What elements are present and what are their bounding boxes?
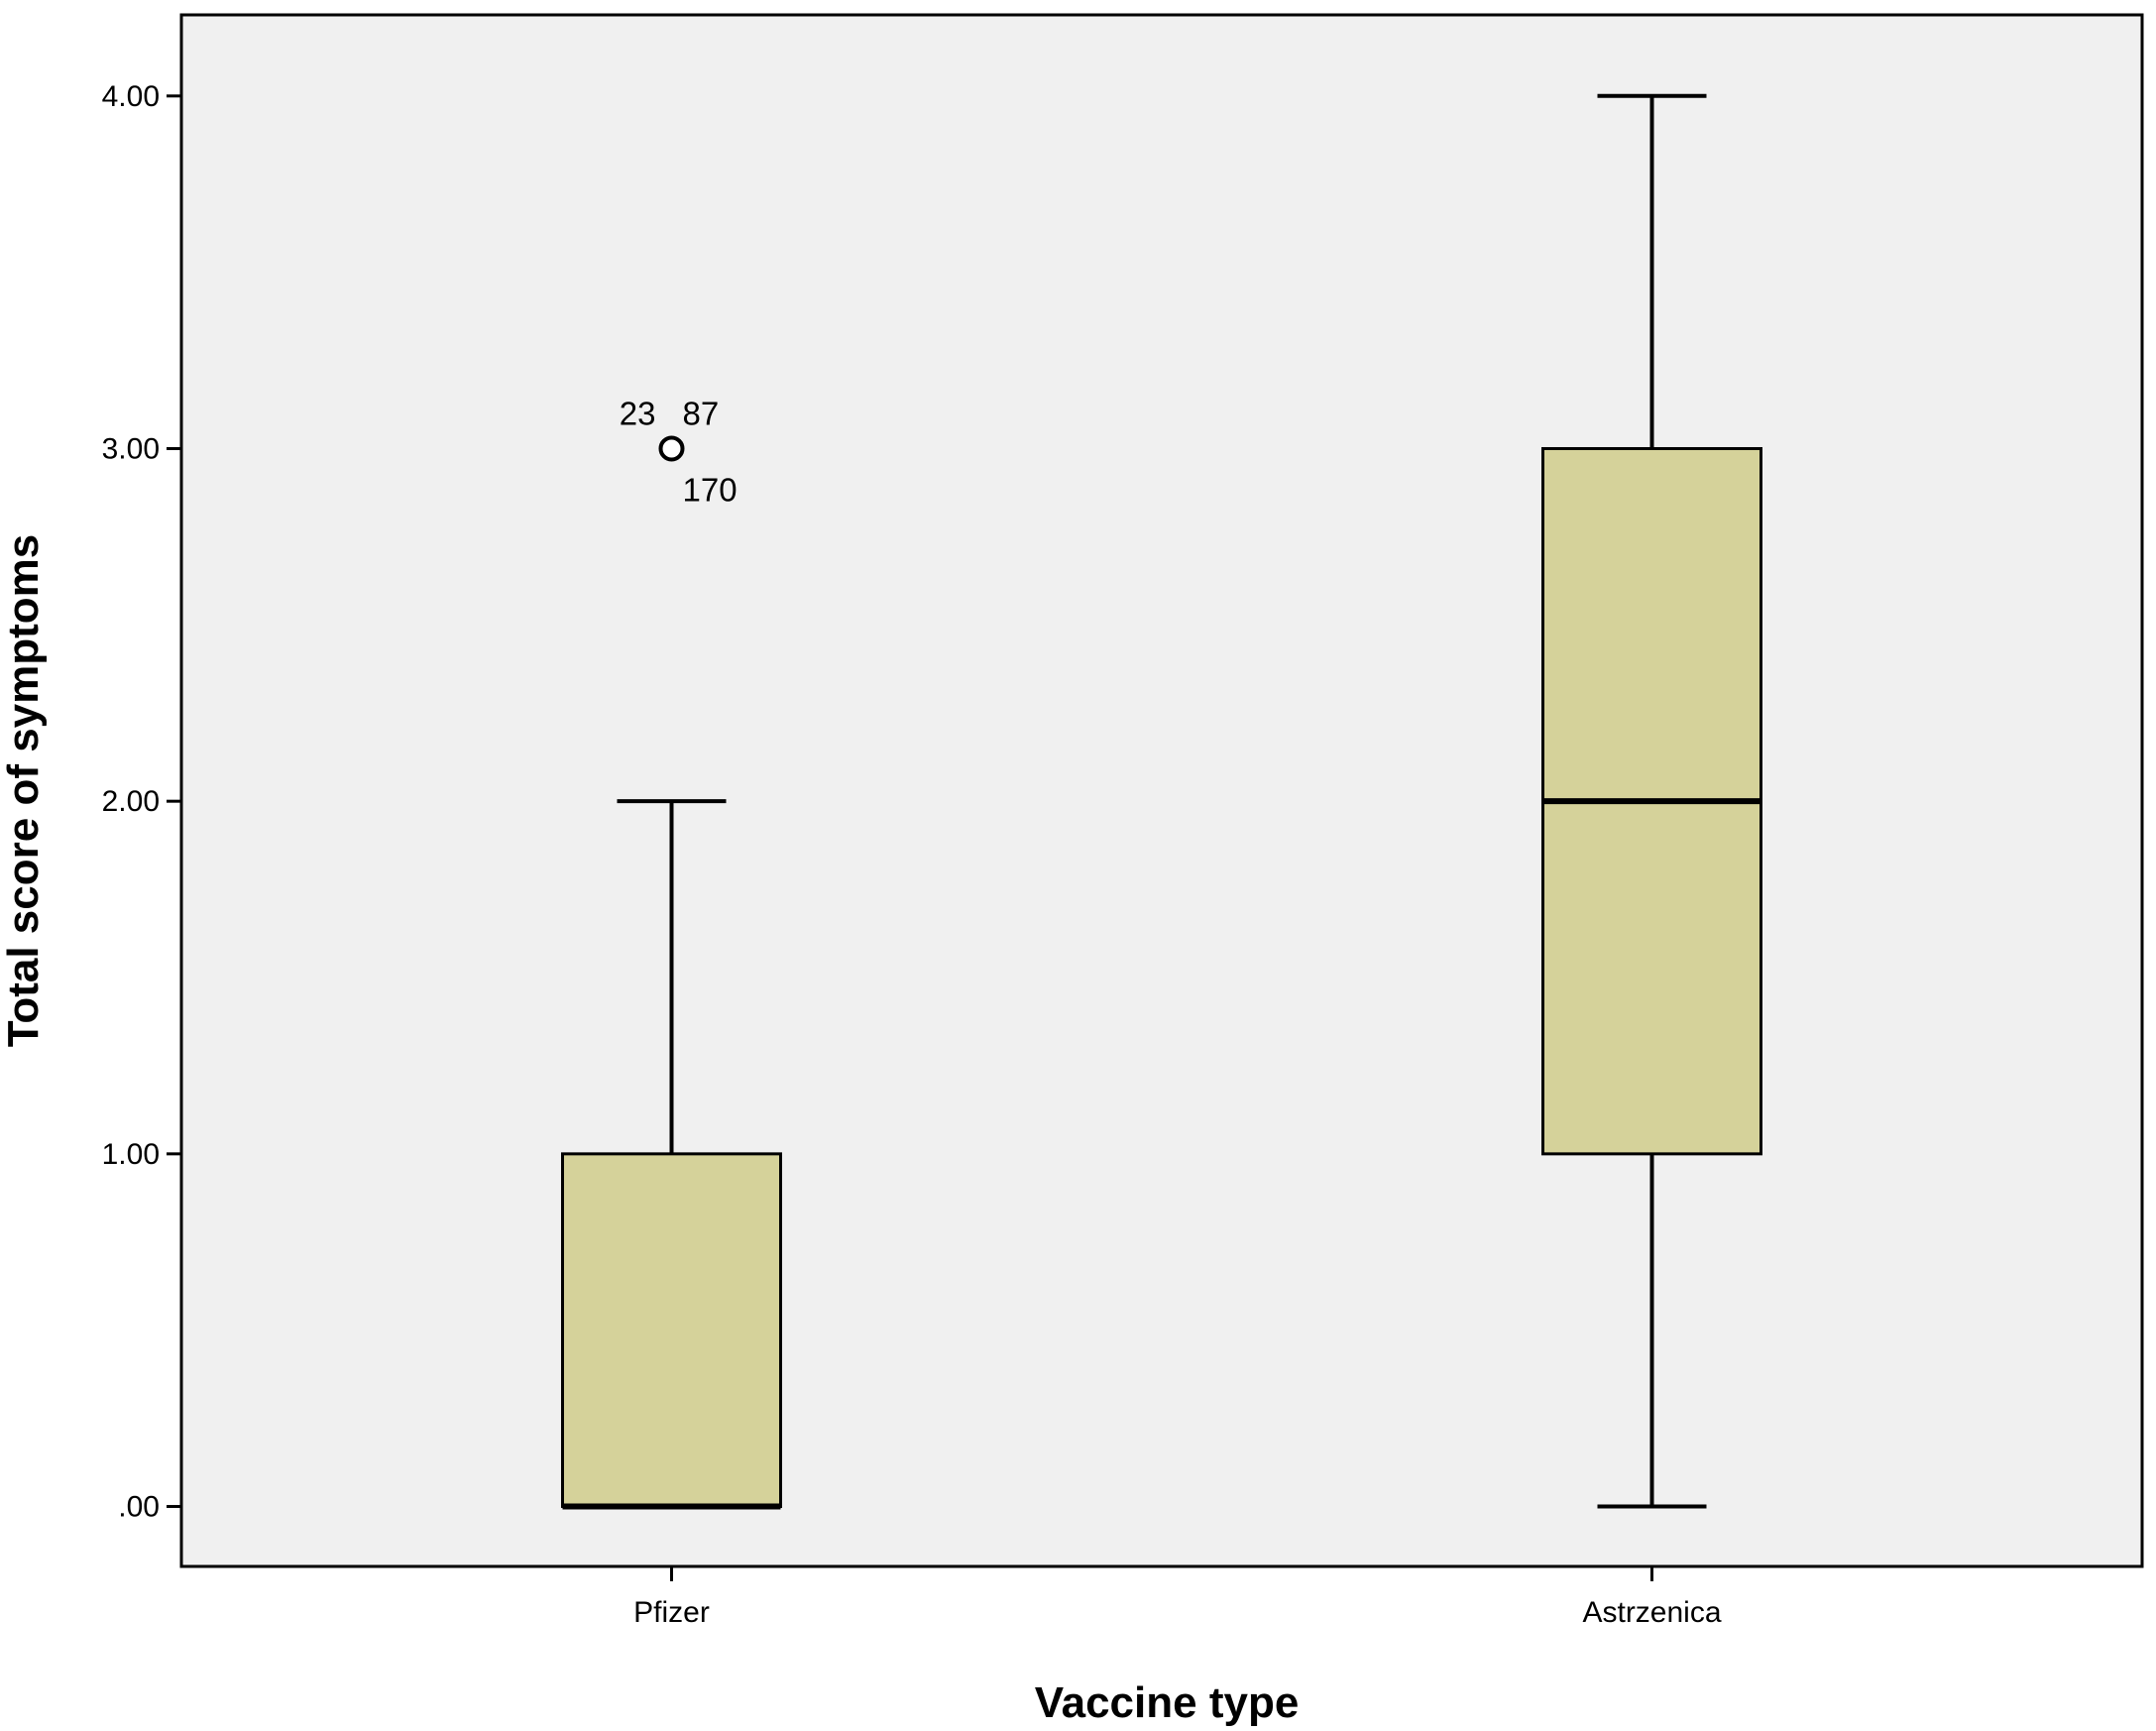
outlier-label: 170 [683, 471, 738, 508]
outlier-label: 87 [683, 395, 720, 431]
y-tick-label: 4.00 [102, 80, 160, 113]
x-tick-label: Astrzenica [1582, 1596, 1721, 1629]
box-group [1541, 93, 1762, 1509]
y-tick-label: .00 [118, 1491, 160, 1524]
y-tick-label: 3.00 [102, 432, 160, 465]
y-axis-title: Total score of symptoms [0, 534, 48, 1048]
y-tick-label: 2.00 [102, 785, 160, 818]
plot-area [179, 13, 2144, 1568]
y-axis: .00 1.00 2.00 3.00 4.00 [102, 80, 181, 1524]
outlier-point [658, 435, 685, 462]
x-axis: Pfizer Astrzenica [633, 1566, 1722, 1629]
y-tick-label: 1.00 [102, 1138, 160, 1171]
box [561, 1152, 782, 1509]
x-axis-title: Vaccine type [1035, 1678, 1300, 1727]
outlier-label: 23 [620, 395, 656, 431]
x-tick-label: Pfizer [633, 1596, 710, 1629]
box-group: 23 87 170 [561, 395, 782, 1510]
boxes: 23 87 170 [561, 93, 1762, 1510]
